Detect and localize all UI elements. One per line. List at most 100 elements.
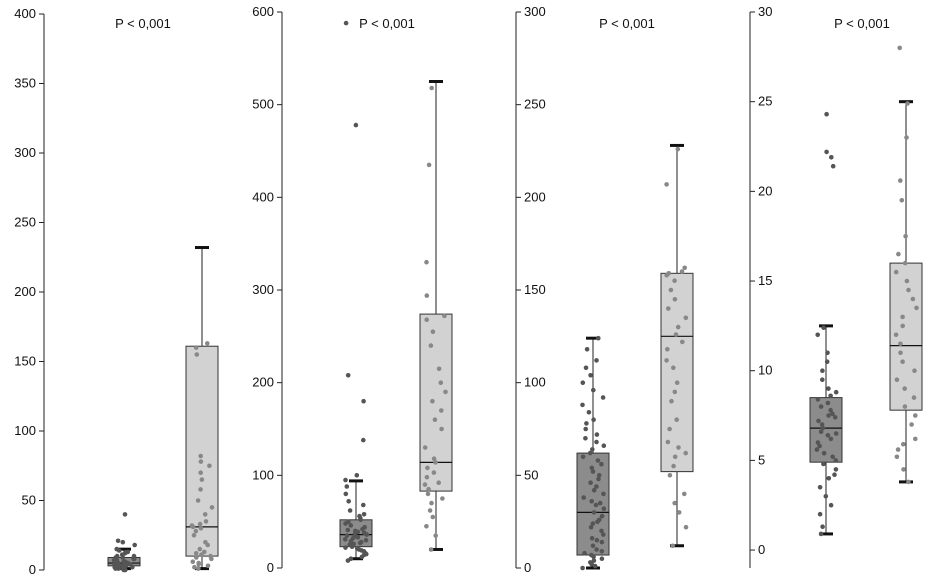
data-point <box>911 395 917 400</box>
data-point <box>424 259 429 265</box>
data-point <box>819 422 825 427</box>
data-point <box>817 511 823 517</box>
data-point <box>581 495 586 500</box>
data-point <box>190 559 196 564</box>
data-point <box>438 380 444 386</box>
data-point <box>601 491 606 497</box>
data-point <box>343 477 348 483</box>
data-point <box>904 278 910 284</box>
data-point <box>667 426 672 432</box>
box-group-2 <box>660 143 694 549</box>
data-point <box>594 547 599 552</box>
y-tick-label: 300 <box>524 4 546 19</box>
data-point <box>442 313 447 319</box>
data-point <box>588 524 594 530</box>
data-point <box>902 404 908 409</box>
data-point <box>196 566 201 571</box>
y-tick-label: 50 <box>22 493 36 508</box>
data-point <box>818 429 824 435</box>
data-point <box>345 373 351 378</box>
data-point <box>594 358 599 363</box>
data-point <box>833 431 839 436</box>
data-point <box>591 417 596 423</box>
data-point <box>909 422 914 427</box>
y-tick-label: 15 <box>758 273 772 288</box>
data-point <box>348 556 354 561</box>
data-point <box>818 531 824 537</box>
data-point <box>599 539 605 545</box>
y-tick-label: 300 <box>14 145 36 160</box>
box-group-1 <box>576 335 610 571</box>
data-point <box>818 404 824 409</box>
data-point <box>671 463 676 469</box>
data-point <box>424 293 430 298</box>
data-point <box>422 445 428 450</box>
data-point <box>672 500 677 506</box>
data-point <box>683 315 689 321</box>
data-point <box>821 450 827 456</box>
data-point <box>904 135 909 140</box>
data-point <box>120 539 126 545</box>
data-point <box>361 502 366 508</box>
data-point <box>208 553 213 559</box>
data-point <box>894 454 900 460</box>
data-point <box>198 459 204 464</box>
data-point <box>422 482 428 487</box>
data-point <box>665 347 670 352</box>
data-point <box>114 553 120 559</box>
data-point <box>361 437 366 443</box>
y-tick-label: 0 <box>29 562 36 577</box>
data-point <box>343 491 349 497</box>
box-group-2 <box>889 45 923 485</box>
p-value-label: P < 0,001 <box>115 16 171 31</box>
data-point <box>583 436 588 441</box>
data-point <box>594 484 599 489</box>
data-point <box>599 528 604 534</box>
data-point <box>194 555 199 560</box>
data-point <box>584 347 590 352</box>
data-point <box>815 332 820 338</box>
data-point <box>582 550 587 556</box>
data-point <box>439 408 444 413</box>
data-point <box>833 458 839 463</box>
data-point <box>596 476 601 482</box>
data-point <box>896 251 901 257</box>
data-point <box>912 368 917 374</box>
data-point <box>198 453 203 459</box>
y-tick-label: 10 <box>758 363 772 378</box>
data-point <box>588 560 593 565</box>
data-point <box>826 476 832 481</box>
data-point <box>833 389 839 395</box>
data-point <box>824 359 830 365</box>
data-point <box>833 467 839 472</box>
p-value-label: P < 0,001 <box>359 16 415 31</box>
data-point <box>348 523 354 528</box>
data-point <box>590 469 596 474</box>
data-point <box>828 393 833 399</box>
data-point <box>195 498 201 503</box>
data-point <box>815 397 821 402</box>
data-point <box>193 551 199 556</box>
data-point <box>346 519 351 524</box>
y-tick-label: 250 <box>524 97 546 112</box>
data-point <box>584 421 589 426</box>
data-point <box>436 366 442 372</box>
data-point <box>426 162 432 168</box>
data-point <box>591 510 597 515</box>
data-point <box>591 387 596 393</box>
data-point <box>898 178 903 183</box>
data-point <box>817 443 822 449</box>
data-point <box>601 443 607 449</box>
data-point <box>905 101 910 106</box>
data-point <box>829 155 834 160</box>
box-iqr <box>809 397 843 463</box>
data-point <box>832 472 837 478</box>
data-point <box>600 395 606 400</box>
data-point <box>594 432 600 437</box>
y-tick-label: 400 <box>252 189 274 204</box>
data-point <box>825 400 831 406</box>
data-point <box>820 425 826 431</box>
box-group-1 <box>107 512 141 573</box>
data-point <box>428 547 434 552</box>
